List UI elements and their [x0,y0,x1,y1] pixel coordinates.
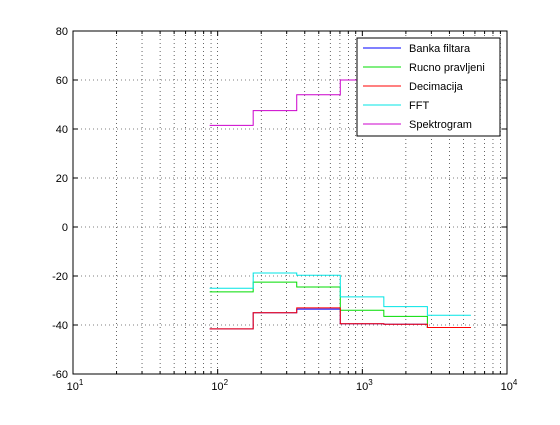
legend-label-spektrogram: Spektrogram [409,119,472,131]
legend-label-banka-filtara: Banka filtara [409,43,471,55]
legend-label-decimacija: Decimacija [409,81,464,93]
x-axis: 101 102 103 104 [67,378,518,393]
legend: Banka filtara Rucno pravljeni Decimacija FF… [356,37,501,137]
y-tick-label: 80 [56,26,68,38]
tick-marks [72,30,507,375]
y-tick-label: 20 [56,173,68,185]
legend-label-rucno-pravljeni: Rucno pravljeni [409,62,485,74]
x-tick-label: 104 [501,378,518,393]
y-tick-label: -60 [52,369,68,381]
series-fft [209,272,471,316]
y-tick-label: 0 [62,222,68,234]
x-tick-label: 102 [211,378,228,393]
legend-box [356,37,501,137]
y-axis: -60 -40 -20 0 20 40 60 80 [52,26,68,381]
x-tick-label: 101 [67,378,84,393]
y-tick-label: -40 [52,320,68,332]
legend-label-fft: FFT [409,100,429,112]
y-tick-label: 60 [56,75,68,87]
y-tick-label: 40 [56,124,68,136]
plot-frame [72,30,508,375]
y-tick-label: -20 [52,271,68,283]
grid [73,31,507,374]
series-decimacija [209,307,471,330]
x-tick-label: 103 [356,378,373,393]
